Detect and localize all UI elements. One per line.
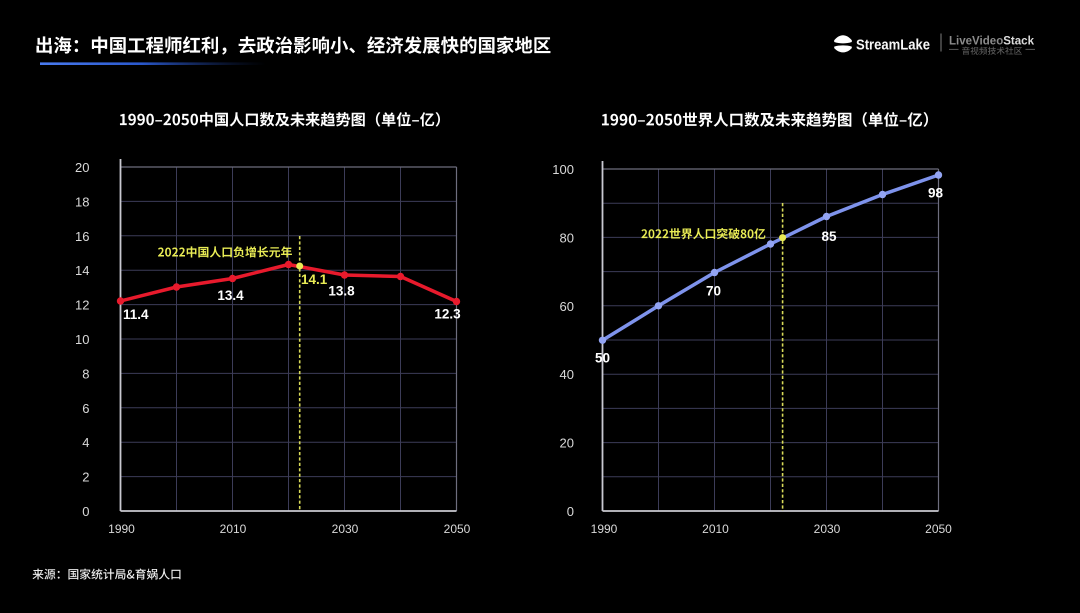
svg-text:50: 50 <box>595 351 610 366</box>
svg-text:13.4: 13.4 <box>217 288 244 303</box>
svg-text:1990: 1990 <box>591 522 618 536</box>
svg-text:14: 14 <box>75 263 89 278</box>
svg-text:1990: 1990 <box>108 522 135 536</box>
svg-text:6: 6 <box>82 401 89 416</box>
svg-text:StreamLake: StreamLake <box>856 37 930 54</box>
svg-text:40: 40 <box>560 367 574 382</box>
svg-text:98: 98 <box>928 186 944 201</box>
svg-text:18: 18 <box>75 194 89 209</box>
svg-text:100: 100 <box>552 162 574 177</box>
svg-text:0: 0 <box>567 504 574 519</box>
svg-text:85: 85 <box>821 229 837 244</box>
svg-text:0: 0 <box>82 504 89 519</box>
svg-text:2030: 2030 <box>332 522 359 536</box>
svg-text:2010: 2010 <box>220 522 247 536</box>
svg-text:14.1: 14.1 <box>301 272 328 287</box>
svg-text:10: 10 <box>75 332 89 347</box>
svg-text:2050: 2050 <box>925 522 952 536</box>
svg-text:80: 80 <box>560 230 574 245</box>
svg-text:16: 16 <box>75 229 89 244</box>
svg-text:60: 60 <box>560 299 574 314</box>
svg-text:13.8: 13.8 <box>328 284 355 299</box>
svg-text:12.3: 12.3 <box>434 307 461 322</box>
svg-text:11.4: 11.4 <box>123 307 149 322</box>
svg-text:2050: 2050 <box>444 522 471 536</box>
svg-text:4: 4 <box>82 435 89 450</box>
svg-text:2010: 2010 <box>702 522 729 536</box>
svg-text:20: 20 <box>560 436 574 451</box>
svg-text:2: 2 <box>82 470 89 485</box>
svg-text:2030: 2030 <box>814 522 841 536</box>
svg-text:20: 20 <box>75 160 89 175</box>
svg-text:8: 8 <box>82 366 89 381</box>
svg-text:12: 12 <box>75 298 89 313</box>
svg-text:70: 70 <box>706 284 721 299</box>
svg-text:LiveVideoStack: LiveVideoStack <box>949 34 1034 48</box>
